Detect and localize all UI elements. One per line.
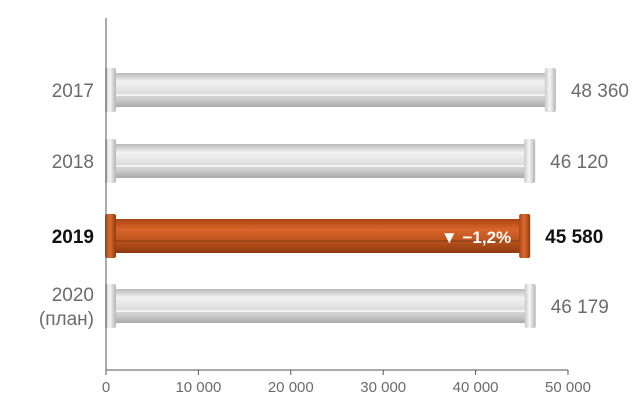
- bar-cap-left: [105, 214, 116, 258]
- bar-group-2018: 46 120 2018: [52, 139, 608, 183]
- bar-cap-left: [105, 139, 116, 183]
- bar-group-2017: 48 360 2017: [52, 68, 629, 112]
- x-tick-label: 40 000: [453, 379, 499, 396]
- bar-cap-right: [524, 139, 536, 183]
- category-label: 2020: [52, 285, 94, 306]
- category-label: (план): [39, 309, 94, 330]
- bar: [111, 289, 528, 323]
- bar: [111, 219, 523, 253]
- value-label: 45 580: [545, 227, 603, 248]
- x-tick-label: 50 000: [545, 379, 591, 396]
- change-label: ▼ −1,2%: [441, 228, 511, 247]
- bar-cap-left: [105, 68, 116, 112]
- bar-cap-right: [524, 284, 536, 328]
- bar: [111, 144, 528, 178]
- x-tick-label: 0: [102, 379, 110, 396]
- value-label: 46 120: [550, 152, 608, 173]
- value-label: 46 179: [551, 297, 609, 318]
- bar-cap-right: [519, 214, 531, 258]
- bar: [111, 73, 548, 107]
- bar-cap-left: [105, 284, 116, 328]
- x-tick-label: 10 000: [175, 379, 221, 396]
- bar-group-2020: 46 179 2020 (план): [39, 284, 609, 330]
- category-label: 2017: [52, 81, 94, 102]
- bar-cap-right: [544, 68, 556, 112]
- x-tick-label: 20 000: [268, 379, 314, 396]
- category-label: 2019: [52, 227, 94, 248]
- category-label: 2018: [52, 152, 94, 173]
- bar-group-2019: 45 580 2019 ▼ −1,2%: [52, 214, 603, 258]
- value-label: 48 360: [571, 81, 629, 102]
- x-tick-label: 30 000: [360, 379, 406, 396]
